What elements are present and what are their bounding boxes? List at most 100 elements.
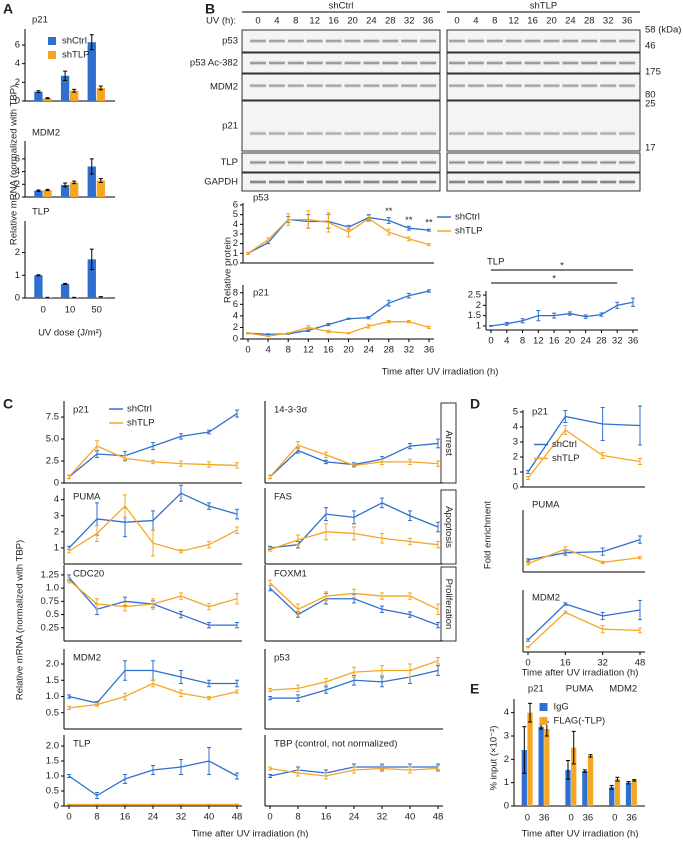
y-tick-label: 0 xyxy=(504,801,509,812)
x-tick-label: 24 xyxy=(363,345,374,356)
y-tick-label: 4 xyxy=(233,310,238,321)
lane-label: 20 xyxy=(546,16,557,27)
bar xyxy=(544,729,549,806)
line xyxy=(248,291,429,334)
kda-marker: 175 xyxy=(645,67,661,78)
band xyxy=(363,60,379,66)
y-tick-label: 2 xyxy=(54,526,59,537)
y-axis-label: Relative mRNA (normalized with TBP) xyxy=(15,540,26,700)
uv-label: UV (h): xyxy=(206,16,236,27)
y-tick-label: 6 xyxy=(233,200,238,211)
y-tick-label: 5 xyxy=(513,407,518,418)
bar xyxy=(34,275,42,298)
band xyxy=(307,60,323,66)
x-tick-label: 16 xyxy=(560,658,571,669)
band xyxy=(619,60,635,66)
line xyxy=(528,612,640,647)
band xyxy=(487,160,503,166)
blot-box xyxy=(242,101,440,151)
band xyxy=(581,179,597,185)
x-tick-label: 8 xyxy=(286,345,291,356)
x-tick-label: 36 xyxy=(626,813,637,824)
band xyxy=(544,179,560,185)
band xyxy=(487,83,503,89)
band xyxy=(345,179,361,185)
band xyxy=(345,38,361,44)
annotation: ** xyxy=(405,215,413,226)
chart-title: p21 xyxy=(253,288,269,299)
band xyxy=(506,60,522,66)
band xyxy=(581,38,597,44)
y-tick-label: 1.0 xyxy=(46,771,59,782)
lane-label: 36 xyxy=(622,16,633,27)
band xyxy=(544,60,560,66)
legend-swatch xyxy=(48,37,56,45)
y-tick-label: 0.5 xyxy=(46,707,59,718)
chart-title: TLP xyxy=(487,257,504,268)
y-tick-label: 0 xyxy=(233,334,238,345)
y-tick-label: 1 xyxy=(513,467,518,478)
band xyxy=(363,83,379,89)
chart-title: p21 xyxy=(32,15,48,26)
lane-label: 32 xyxy=(404,16,415,27)
lane-label: 24 xyxy=(565,16,576,27)
legend-label: shCtrl xyxy=(455,212,480,223)
legend-label: shTLP xyxy=(62,50,89,61)
band xyxy=(619,160,635,166)
y-axis-label: Fold enrichment xyxy=(483,501,494,569)
band xyxy=(581,83,597,89)
y-tick-label: 2 xyxy=(513,452,518,463)
x-tick-label: 0 xyxy=(525,813,530,824)
band xyxy=(525,60,541,66)
lane-label: 4 xyxy=(274,16,279,27)
line xyxy=(491,302,633,326)
y-tick-label: 4 xyxy=(233,219,238,230)
x-axis-label: Time after UV irradiation (h) xyxy=(522,668,639,679)
y-tick-label: 0 xyxy=(54,478,59,489)
panel-letter: E xyxy=(470,681,479,697)
y-tick-label: 2.5 xyxy=(468,290,481,301)
band xyxy=(401,38,417,44)
x-tick-label: 36 xyxy=(583,813,594,824)
y-tick-label: 0 xyxy=(513,482,518,493)
band xyxy=(307,131,323,137)
band xyxy=(382,179,398,185)
band xyxy=(269,60,285,66)
band xyxy=(562,179,578,185)
band xyxy=(562,160,578,166)
x-tick-label: 16 xyxy=(321,812,332,823)
band xyxy=(449,83,465,89)
band xyxy=(363,160,379,166)
x-tick-label: 36 xyxy=(539,813,550,824)
band xyxy=(525,160,541,166)
band xyxy=(420,131,436,137)
x-tick-label: 0 xyxy=(245,345,250,356)
x-tick-label: 36 xyxy=(424,345,435,356)
band xyxy=(382,60,398,66)
band xyxy=(420,160,436,166)
significance-star: * xyxy=(552,274,556,285)
y-axis-label: % input (×10⁻²) xyxy=(489,726,500,791)
kda-marker: 25 xyxy=(645,99,656,110)
y-tick-label: 2 xyxy=(15,247,20,258)
bar xyxy=(582,771,587,806)
chart-title: p53 xyxy=(253,193,269,204)
band xyxy=(562,83,578,89)
kda-marker: 58 (kDa) xyxy=(645,25,681,36)
band xyxy=(449,38,465,44)
y-tick-label: 3 xyxy=(54,510,59,521)
band xyxy=(600,131,616,137)
lane-label: 20 xyxy=(347,16,358,27)
y-tick-label: 1.5 xyxy=(468,310,481,321)
band xyxy=(345,131,361,137)
y-tick-label: 5.0 xyxy=(46,434,59,445)
legend-label: shCtrl xyxy=(552,439,577,450)
annotation: ** xyxy=(425,218,433,229)
chart-title: TLP xyxy=(32,207,49,218)
bar xyxy=(632,780,637,806)
row-label: GAPDH xyxy=(204,177,238,188)
chart-title: FAS xyxy=(274,492,292,503)
bar xyxy=(61,284,69,298)
x-tick-label: 4 xyxy=(504,336,509,347)
legend-label: shTLP xyxy=(455,226,482,237)
